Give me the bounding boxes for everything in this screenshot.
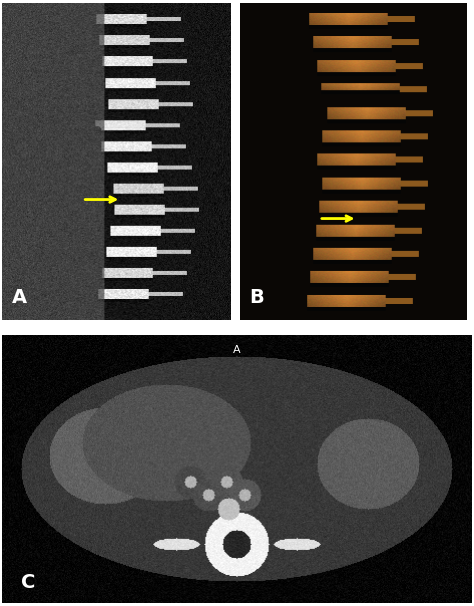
Text: A: A [11, 288, 27, 307]
Text: C: C [21, 573, 36, 592]
Text: A: A [233, 345, 241, 355]
Text: B: B [249, 288, 264, 307]
